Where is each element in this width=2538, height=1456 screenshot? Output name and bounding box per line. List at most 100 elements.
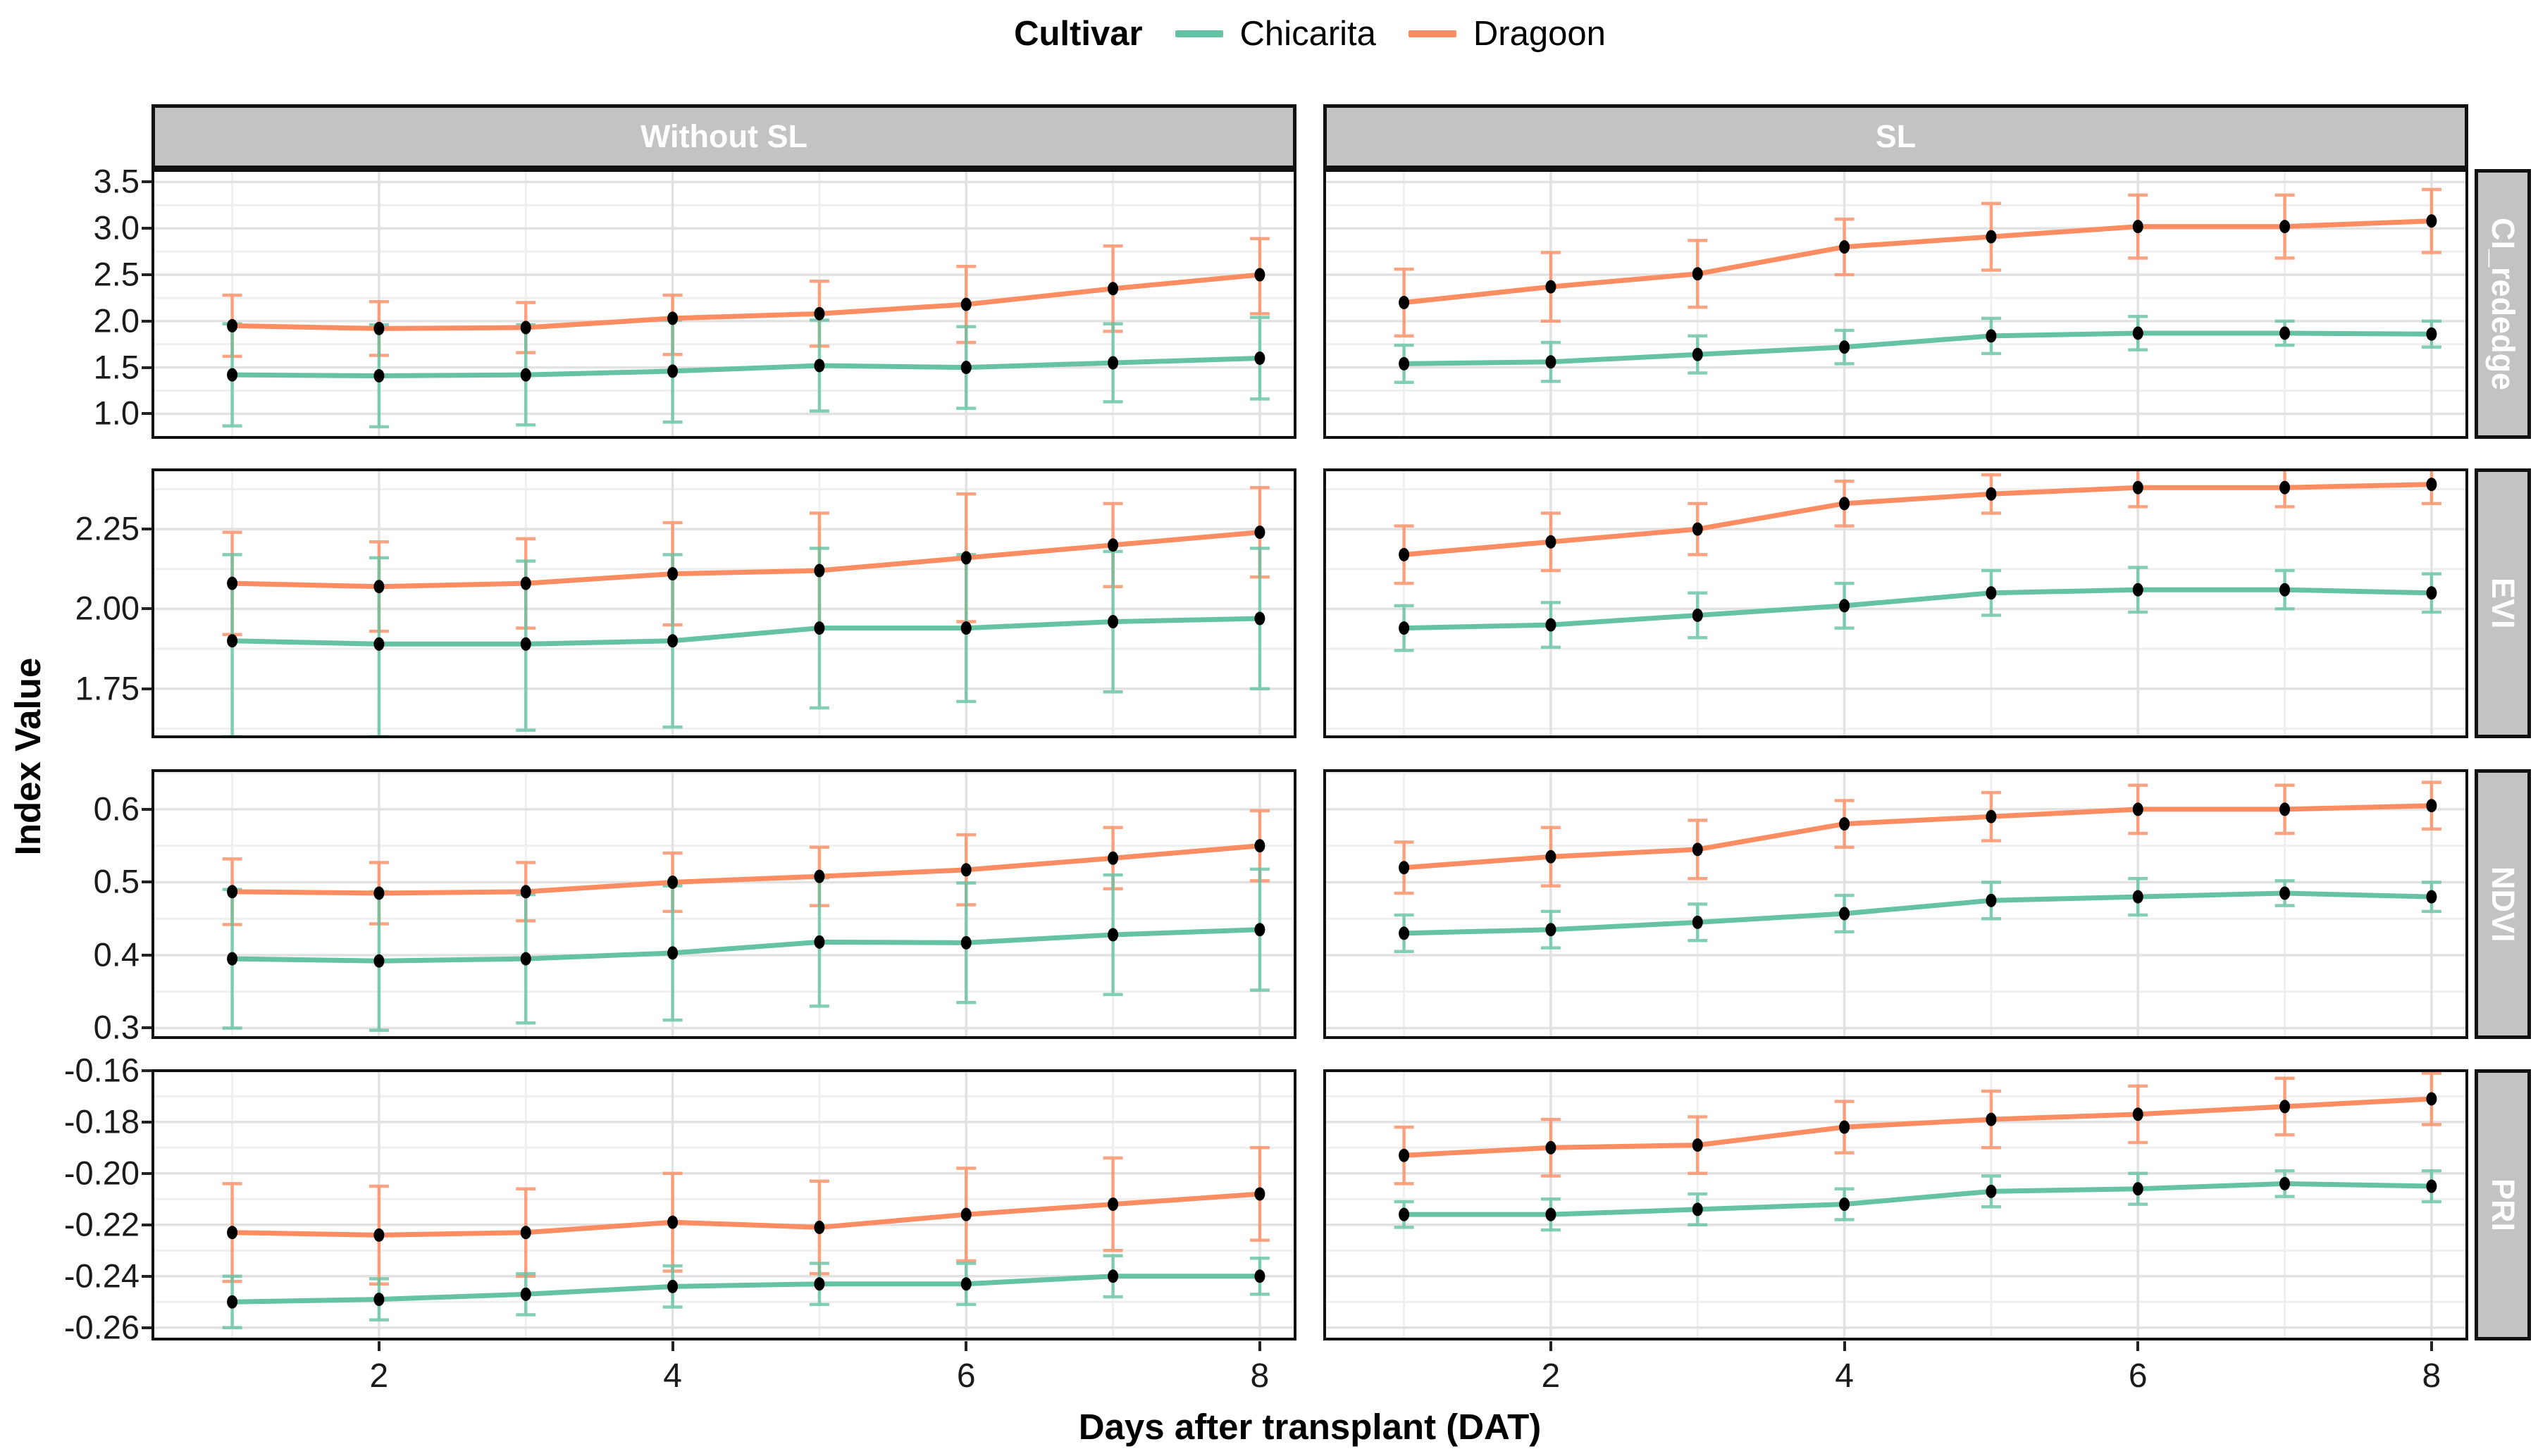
y-tick-mark: [142, 607, 151, 611]
facet-column-label: SL: [1875, 118, 1917, 154]
facet-row-strip-ndvi: NDVI: [2475, 769, 2531, 1039]
y-tick-label: 1.75: [75, 669, 140, 707]
facet-row-strip-evi: EVI: [2475, 468, 2531, 738]
x-tick-label: 2: [369, 1357, 389, 1395]
x-tick-mark: [377, 1341, 380, 1351]
facet-column-strip-without-sl: Without SL: [151, 104, 1296, 169]
panel-pri-without-sl: [151, 1069, 1296, 1340]
data-points: [1399, 478, 2437, 635]
x-tick-mark: [671, 1341, 674, 1351]
x-tick-label: 8: [2422, 1357, 2441, 1395]
y-tick-label: -0.24: [63, 1257, 140, 1295]
data-points: [227, 839, 1265, 968]
y-tick-mark: [142, 1274, 151, 1278]
x-tick-label: 6: [956, 1357, 976, 1395]
x-tick-mark: [2136, 1341, 2140, 1351]
data-points: [227, 1187, 1265, 1309]
y-tick-label: 1.5: [93, 348, 140, 386]
legend: Cultivar Chicarita Dragoon: [151, 0, 2468, 68]
minor-gridlines: [151, 169, 1296, 439]
panel-evi-without-sl: [151, 468, 1296, 738]
y-tick-label: -0.18: [63, 1102, 140, 1140]
line-chicarita: [230, 1274, 1263, 1305]
minor-gridlines: [151, 468, 1296, 738]
x-tick-label: 4: [1835, 1357, 1854, 1395]
y-tick-mark: [142, 1326, 151, 1329]
line-dragoon: [1401, 218, 2434, 306]
line-chicarita: [1401, 1181, 2434, 1217]
legend-item-chicarita: Chicarita: [1175, 14, 1376, 54]
minor-gridlines: [1323, 169, 2468, 439]
line-dragoon: [1401, 803, 2434, 871]
y-tick-label: -0.26: [63, 1308, 140, 1346]
y-tick-mark: [142, 1026, 151, 1030]
legend-item-dragoon: Dragoon: [1408, 14, 1606, 54]
panel-ndvi-sl: [1323, 769, 2468, 1039]
x-tick-mark: [965, 1341, 968, 1351]
x-tick-mark: [1843, 1341, 1846, 1351]
data-points: [1399, 214, 2437, 371]
line-chicarita: [230, 927, 1263, 964]
legend-label-dragoon: Dragoon: [1473, 15, 1606, 53]
x-tick-mark: [1549, 1341, 1552, 1351]
panel-border: [151, 169, 1296, 439]
y-tick-mark: [142, 1223, 151, 1226]
line-chicarita: [1401, 587, 2434, 631]
y-tick-mark: [142, 528, 151, 531]
panel-ci-rededge-without-sl: [151, 169, 1296, 439]
y-tick-label: 3.0: [93, 209, 140, 247]
y-tick-label: 2.5: [93, 255, 140, 293]
errorbars-chicarita: [1394, 877, 2441, 954]
x-tick-label: 6: [2128, 1357, 2148, 1395]
errorbars-chicarita: [1394, 566, 2441, 652]
data-points: [1399, 1092, 2437, 1221]
panel-ndvi-without-sl: [151, 769, 1296, 1039]
y-tick-mark: [142, 1069, 151, 1072]
major-gridlines: [151, 468, 1296, 738]
facet-row-strip-pri: PRI: [2475, 1069, 2531, 1340]
line-dragoon: [230, 272, 1263, 331]
y-tick-label: 0.5: [93, 862, 140, 900]
x-axis-title: Days after transplant (DAT): [1078, 1407, 1542, 1447]
y-tick-mark: [142, 366, 151, 369]
x-tick-label: 2: [1541, 1357, 1561, 1395]
y-tick-mark: [142, 807, 151, 811]
y-tick-mark: [142, 1120, 151, 1124]
y-tick-label: 3.5: [93, 162, 140, 200]
line-dragoon: [1401, 482, 2434, 557]
x-tick-label: 8: [1250, 1357, 1270, 1395]
chicarita-line-swatch-icon: [1175, 30, 1223, 37]
x-tick-label: 4: [663, 1357, 682, 1395]
y-tick-label: 0.4: [93, 935, 140, 973]
y-tick-mark: [142, 953, 151, 957]
data-points: [227, 525, 1265, 651]
facet-row-strip-ci_rededge: CI_rededge: [2475, 169, 2531, 439]
panel-border: [151, 468, 1296, 738]
y-tick-label: 2.0: [93, 301, 140, 340]
y-tick-label: -0.22: [63, 1205, 140, 1243]
data-points: [227, 268, 1265, 383]
y-tick-label: -0.20: [63, 1154, 140, 1192]
y-tick-label: 1.0: [93, 394, 140, 432]
line-dragoon: [230, 1191, 1263, 1238]
facet-column-strip-sl: SL: [1323, 104, 2468, 169]
y-axis-title: Index Value: [8, 657, 48, 856]
y-tick-mark: [142, 273, 151, 277]
legend-label-chicarita: Chicarita: [1239, 15, 1376, 53]
line-dragoon: [230, 530, 1263, 590]
major-gridlines: [151, 769, 1296, 1039]
major-gridlines: [151, 169, 1296, 439]
x-tick-mark: [1258, 1341, 1261, 1351]
panel-evi-sl: [1323, 468, 2468, 738]
major-gridlines: [1323, 1069, 2468, 1340]
line-dragoon: [1401, 1096, 2434, 1158]
y-tick-label: -0.16: [63, 1051, 140, 1089]
major-gridlines: [1323, 169, 2468, 439]
panel-border: [1323, 169, 2468, 439]
facet-column-label: Without SL: [640, 118, 808, 154]
line-chicarita: [230, 616, 1263, 647]
y-tick-label: 0.6: [93, 790, 140, 828]
line-chicarita: [230, 355, 1263, 379]
y-tick-mark: [142, 180, 151, 184]
